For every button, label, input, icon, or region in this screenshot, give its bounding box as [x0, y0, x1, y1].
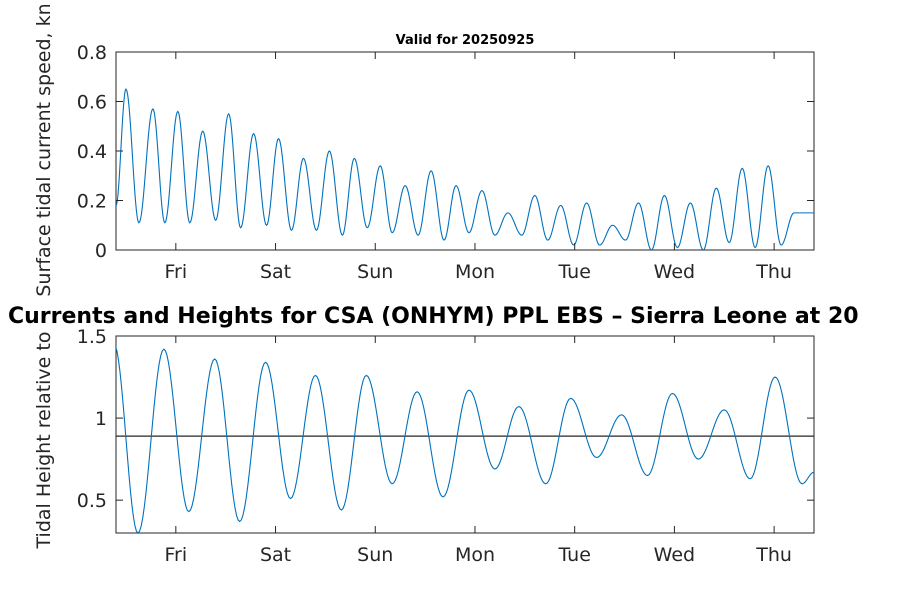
- current-speed-ytick-label: 0: [95, 240, 107, 262]
- tidal-height-xtick-label: Mon: [455, 544, 495, 566]
- current-speed-xtick-label: Sat: [260, 261, 291, 283]
- current-speed-xtick-label: Sun: [357, 261, 393, 283]
- tidal-height-xtick-label: Sun: [357, 544, 393, 566]
- tidal-height-xtick-label: Fri: [165, 544, 188, 566]
- current-speed-ytick-label: 0.4: [77, 141, 107, 163]
- tidal-height-xtick-label: Thu: [755, 544, 792, 566]
- tidal-height-ytick-label: 1.5: [77, 326, 107, 348]
- current-speed-axes: 0 0.2 0.4 0.6 0.8 Fri Sat Sun Mon Tue Wed Thu Valid…: [33, 3, 815, 297]
- current-speed-title: Valid for 20250925: [396, 33, 535, 48]
- current-speed-xtick-label: Mon: [455, 261, 495, 283]
- tidal-height-series-line: [116, 345, 814, 533]
- tidal-height-series-layer: [116, 345, 814, 533]
- tidal-height-ylabel: Tidal Height relative to: [33, 332, 55, 550]
- current-speed-ytick-label: 0.6: [77, 92, 107, 114]
- current-speed-series-layer: [116, 88, 814, 250]
- current-speed-series-line: [116, 88, 814, 250]
- current-speed-xtick-label: Fri: [165, 261, 188, 283]
- current-speed-plot-area: [115, 51, 815, 251]
- tidal-height-ytick-label: 0.5: [77, 490, 107, 512]
- tidal-height-xtick-label: Sat: [260, 544, 291, 566]
- tidal-height-xtick-label: Tue: [557, 544, 590, 566]
- current-speed-ylabel: Surface tidal current speed, kn: [33, 3, 55, 296]
- tidal-height-plot-area: [115, 335, 815, 534]
- tidal-height-title: Currents and Heights for CSA (ONHYM) PPL…: [8, 304, 859, 329]
- current-speed-tick-layer: 0 0.2 0.4 0.6 0.8 Fri Sat Sun Mon Tue Wed Thu: [77, 42, 814, 283]
- current-speed-ytick-label: 0.2: [77, 191, 107, 213]
- current-speed-xtick-label: Tue: [557, 261, 590, 283]
- tidal-height-tick-layer: 0.5 1 1.5 Fri Sat Sun Mon Tue Wed Thu: [77, 326, 814, 566]
- tidal-height-axes: 0.5 1 1.5 Fri Sat Sun Mon Tue Wed Thu Tidal Heigh…: [8, 304, 859, 566]
- current-speed-xtick-label: Thu: [755, 261, 792, 283]
- tidal-height-ytick-label: 1: [95, 408, 107, 430]
- current-speed-ytick-label: 0.8: [77, 42, 107, 64]
- current-speed-xtick-label: Wed: [654, 261, 695, 283]
- tidal-height-xtick-label: Wed: [654, 544, 695, 566]
